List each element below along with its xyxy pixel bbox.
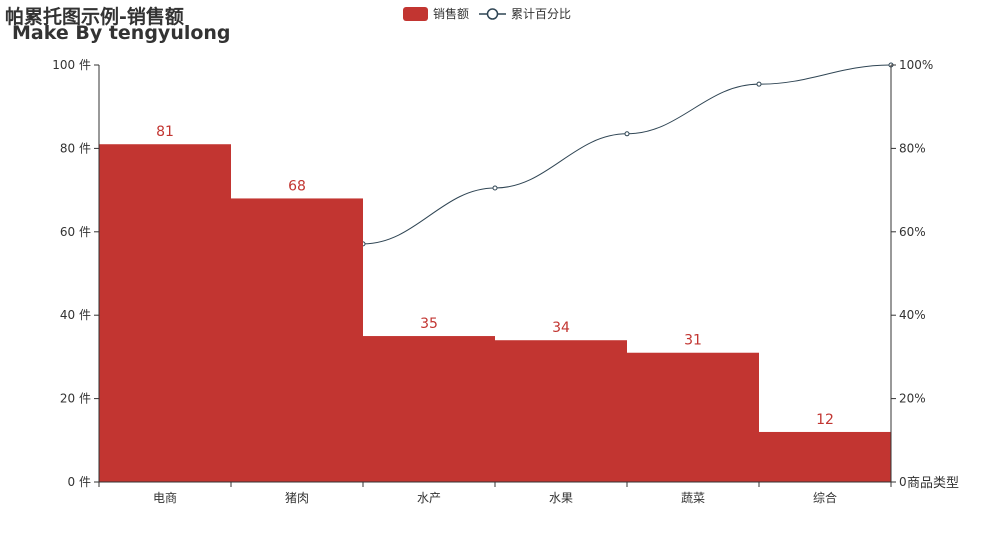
line-point [624,131,630,137]
bar-label: 35 [420,316,438,332]
bar [363,336,495,482]
legend-line-swatch [479,7,507,20]
y-tick-label-right: 80% [899,141,926,155]
y-tick-label-right: 20% [899,392,926,406]
legend: 销售额 累计百分比 [403,5,581,22]
y-tick-label-right: 60% [899,225,926,239]
y-tick-label: 60 件 [60,225,91,239]
y-tick-label: 0 件 [68,475,91,489]
x-tick-label: 水果 [549,491,573,505]
bar-label: 81 [156,124,174,140]
y-tick-label: 100 件 [52,58,91,72]
chart-subtitle: Make By tengyulong [12,22,231,44]
bar-label: 68 [288,178,306,194]
x-axis-name: 商品类型 [907,476,959,491]
legend-label: 销售额 [433,7,470,21]
x-tick-label: 综合 [813,490,837,505]
bar [99,144,231,483]
bar [231,198,363,482]
bar [759,431,891,482]
x-tick-label: 猪肉 [285,491,309,505]
bar [627,352,759,482]
legend-item-line[interactable]: 累计百分比 [479,5,571,22]
legend-item-bar[interactable]: 销售额 [403,5,469,22]
bar-label: 31 [684,333,702,349]
chart-title: 帕累托图示例-销售额 [5,6,184,28]
y-tick-label-right: 40% [899,308,926,322]
x-tick-label: 电商 [153,490,177,505]
y-tick-label-right: 0 [899,475,907,489]
legend-bar-swatch [403,6,428,21]
y-tick-label-right: 100% [899,58,933,72]
y-tick-label: 20 件 [60,392,91,406]
line-point [492,185,498,191]
y-tick-label: 80 件 [60,141,91,155]
bar-label: 34 [552,320,570,336]
legend-label: 累计百分比 [511,7,572,21]
line-point [756,81,762,87]
bar-label: 12 [816,412,834,428]
y-tick-label: 40 件 [60,308,91,322]
bar [495,340,627,482]
x-tick-label: 水产 [417,491,441,505]
x-tick-label: 蔬菜 [681,491,705,505]
